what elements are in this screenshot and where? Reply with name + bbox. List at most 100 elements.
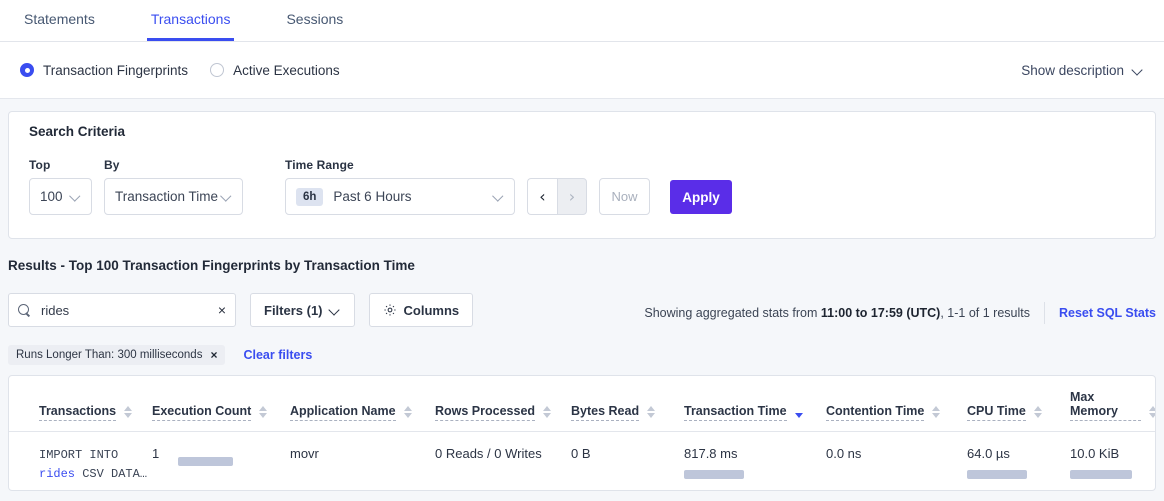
by-value: Transaction Time [115, 189, 219, 204]
radio-transaction-fingerprints-label: Transaction Fingerprints [43, 62, 189, 78]
execution-count-bar [178, 457, 233, 466]
radio-unselected-icon [210, 63, 225, 77]
chevron-down-icon [222, 192, 232, 202]
top-select[interactable]: 100 [29, 178, 92, 215]
by-select[interactable]: Transaction Time [104, 178, 243, 215]
active-filters-row: Runs Longer Than: 300 milliseconds × Cle… [8, 345, 312, 365]
cell-application-name: movr [290, 431, 435, 490]
column-header-transactions-label: Transactions [39, 404, 117, 421]
results-table-card: Transactions Execution Count Application… [8, 375, 1156, 491]
column-header-application-name[interactable]: Application Name [290, 376, 435, 432]
application-name-value: movr [290, 446, 319, 461]
filter-chip-label: Runs Longer Than: 300 milliseconds [16, 349, 203, 361]
tab-transactions[interactable]: Transactions [146, 0, 235, 41]
rows-processed-value: 0 Reads / 0 Writes [435, 446, 542, 461]
top-field: Top 100 [29, 158, 92, 215]
column-header-execution-count-label: Execution Count [152, 404, 252, 421]
column-header-contention-time[interactable]: Contention Time [826, 376, 967, 432]
now-button[interactable]: Now [599, 178, 650, 215]
sort-icon[interactable] [647, 406, 656, 421]
column-header-transaction-time[interactable]: Transaction Time [684, 376, 826, 432]
search-box[interactable]: × [8, 293, 236, 327]
execution-count-value: 1 [152, 446, 160, 461]
filter-chip[interactable]: Runs Longer Than: 300 milliseconds × [8, 345, 226, 365]
search-icon [18, 303, 31, 317]
columns-button-label: Columns [403, 302, 460, 318]
top-label: Top [29, 158, 51, 172]
sort-icon[interactable] [932, 406, 941, 421]
now-button-label: Now [611, 189, 638, 204]
apply-button-label: Apply [682, 189, 720, 205]
gear-icon [383, 303, 397, 317]
column-header-rows-processed-label: Rows Processed [435, 404, 536, 421]
time-range-value: Past 6 Hours [333, 189, 412, 204]
clear-filters-link[interactable]: Clear filters [243, 348, 313, 362]
column-header-contention-time-label: Contention Time [826, 404, 925, 421]
next-time-range-button[interactable]: › [557, 178, 587, 215]
sort-icon[interactable] [259, 406, 268, 421]
clear-search-icon[interactable]: × [217, 302, 226, 318]
by-label: By [104, 158, 120, 172]
tab-sessions-label: Sessions [286, 11, 344, 27]
column-header-cpu-time[interactable]: CPU Time [967, 376, 1070, 432]
view-options-row: Transaction Fingerprints Active Executio… [0, 42, 1164, 99]
tab-sessions[interactable]: Sessions [282, 0, 347, 41]
tab-statements[interactable]: Statements [20, 0, 99, 41]
table-head: Transactions Execution Count Application… [9, 376, 1155, 432]
tab-transactions-label: Transactions [150, 11, 231, 27]
column-header-max-memory[interactable]: Max Memory [1070, 376, 1155, 432]
column-header-application-name-label: Application Name [290, 404, 396, 421]
sort-icon-active[interactable] [794, 406, 803, 421]
chevron-down-icon [494, 192, 504, 202]
filters-button[interactable]: Filters (1) [250, 293, 355, 327]
transaction-statement-line1: IMPORT INTO [39, 448, 119, 462]
search-criteria-card: Search Criteria Top 100 By Transaction T… [8, 111, 1156, 239]
radio-active-executions-label: Active Executions [233, 62, 340, 78]
apply-button[interactable]: Apply [670, 180, 732, 214]
radio-active-executions[interactable]: Active Executions [210, 63, 340, 78]
chevron-down-icon [330, 305, 341, 316]
column-header-bytes-read[interactable]: Bytes Read [571, 376, 684, 432]
by-field: By Transaction Time [92, 158, 243, 215]
main-tabs: Statements Transactions Sessions [0, 0, 1164, 42]
reset-sql-stats-link[interactable]: Reset SQL Stats [1058, 306, 1156, 320]
sort-icon[interactable] [543, 406, 552, 421]
column-header-bytes-read-label: Bytes Read [571, 404, 640, 421]
search-criteria-title: Search Criteria [29, 124, 126, 139]
cpu-time-value: 64.0 µs [967, 446, 1010, 461]
transaction-statement-link[interactable]: IMPORT INTO rides CSV DATA… [39, 446, 152, 483]
cell-rows-processed: 0 Reads / 0 Writes [435, 431, 571, 490]
stats-divider [1043, 302, 1045, 324]
column-header-rows-processed[interactable]: Rows Processed [435, 376, 571, 432]
sort-icon[interactable] [403, 406, 412, 421]
column-header-execution-count[interactable]: Execution Count [152, 376, 290, 432]
radio-transaction-fingerprints[interactable]: Transaction Fingerprints [20, 63, 188, 78]
filters-button-label: Filters (1) [264, 302, 323, 318]
chevron-down-icon [1133, 65, 1144, 76]
show-description-toggle[interactable]: Show description [1021, 63, 1144, 78]
close-icon[interactable]: × [210, 348, 218, 362]
results-stats: Showing aggregated stats from 11:00 to 1… [644, 302, 1156, 324]
sort-icon[interactable] [1033, 406, 1042, 421]
previous-time-range-button[interactable]: ‹ [527, 178, 557, 215]
time-range-select[interactable]: 6h Past 6 Hours [285, 178, 515, 215]
table-header-row: Transactions Execution Count Application… [9, 376, 1155, 432]
stats-prefix: Showing aggregated stats from [644, 306, 821, 320]
columns-button[interactable]: Columns [368, 293, 474, 327]
cell-bytes-read: 0 B [571, 431, 684, 490]
top-value: 100 [40, 189, 63, 204]
sort-icon[interactable] [1149, 406, 1155, 421]
time-range-label: Time Range [285, 158, 354, 172]
cell-max-memory: 10.0 KiB [1070, 431, 1155, 490]
search-criteria-fields: Top 100 By Transaction Time Time Range 6… [29, 158, 732, 215]
transaction-statement-line2: rides CSV DATA… [39, 465, 152, 484]
search-input[interactable] [39, 301, 206, 319]
sort-icon[interactable] [124, 406, 133, 421]
column-header-transactions[interactable]: Transactions [9, 376, 152, 432]
column-header-transaction-time-label: Transaction Time [684, 404, 787, 421]
cell-execution-count: 1 [152, 431, 290, 490]
column-header-max-memory-label: Max Memory [1070, 390, 1141, 421]
show-description-label: Show description [1021, 62, 1124, 78]
transaction-statement-rest: CSV DATA… [75, 466, 148, 481]
table-row[interactable]: IMPORT INTO rides CSV DATA… 1 movr 0 Rea… [9, 431, 1155, 490]
